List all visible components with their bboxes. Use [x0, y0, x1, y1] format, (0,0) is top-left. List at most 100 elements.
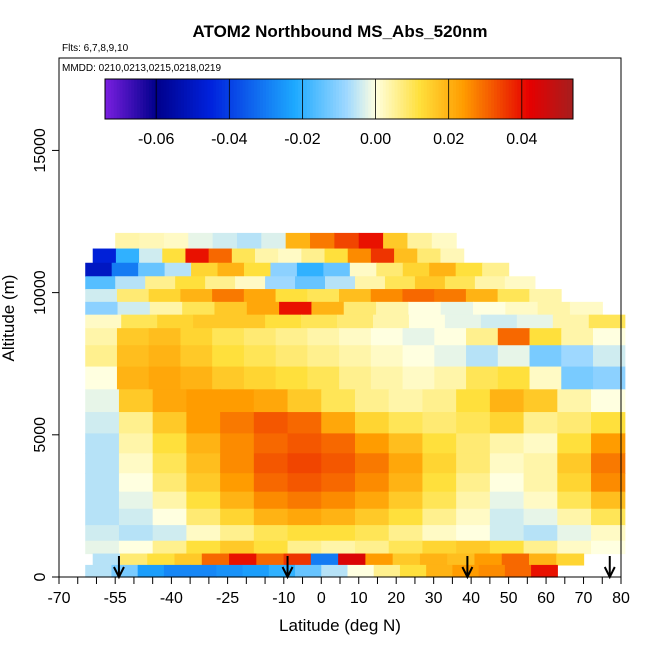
- heatmap-cell: [145, 276, 176, 290]
- heatmap-cell: [163, 564, 191, 578]
- heatmap-cell: [376, 262, 404, 277]
- heatmap-cell: [139, 232, 165, 250]
- heatmap-cell: [119, 553, 148, 566]
- colorbar-segment: [324, 79, 328, 119]
- colorbar-segment: [456, 79, 460, 119]
- x-tick-label: 10: [350, 590, 368, 607]
- heatmap-cell: [456, 540, 491, 555]
- heatmap-cell: [220, 473, 255, 493]
- colorbar-segment: [151, 79, 156, 119]
- heatmap-cell: [489, 453, 525, 474]
- heatmap-cell: [253, 508, 289, 526]
- colorbar-segment: [163, 79, 167, 119]
- heatmap-cell: [307, 366, 340, 390]
- y-tick-label: 0: [32, 572, 49, 581]
- heatmap-cell: [434, 289, 467, 303]
- heatmap-cell: [243, 328, 277, 346]
- colorbar-segment: [391, 79, 396, 119]
- colorbar-segment: [189, 79, 194, 119]
- heatmap-cell: [220, 453, 255, 474]
- heatmap-cell: [287, 525, 322, 542]
- colorbar-segment: [385, 79, 390, 119]
- colorbar-segment: [461, 79, 466, 119]
- heatmap-cell: [117, 301, 151, 316]
- heatmap-cell: [256, 553, 285, 566]
- heatmap-cell: [85, 540, 120, 555]
- colorbar-segment: [248, 79, 252, 119]
- heatmap-cell: [235, 276, 266, 290]
- heatmap-cell: [321, 473, 356, 493]
- colorbar-segment: [277, 79, 281, 119]
- heatmap-cell: [334, 232, 360, 250]
- heatmap-cell: [212, 328, 245, 346]
- heatmap-cell: [474, 553, 503, 566]
- heatmap-cell: [212, 366, 245, 390]
- heatmap-cell: [354, 473, 390, 493]
- colorbar-segment: [336, 79, 340, 119]
- colorbar-segment: [125, 79, 129, 119]
- colorbar-segment: [494, 79, 498, 119]
- colorbar-segment: [438, 79, 442, 119]
- heatmap-cell: [466, 328, 499, 346]
- heatmap-cell: [429, 262, 457, 277]
- x-tick-label: 40: [462, 590, 480, 607]
- heatmap-cell: [275, 366, 308, 390]
- colorbar-segment: [511, 79, 515, 119]
- heatmap-cell: [489, 473, 525, 493]
- heatmap-cell: [253, 433, 289, 454]
- heatmap-cell: [489, 389, 525, 413]
- heatmap-cell: [489, 491, 525, 510]
- colorbar-segment: [517, 79, 521, 119]
- heatmap-cell: [383, 232, 409, 250]
- heatmap-cell: [287, 540, 322, 555]
- colorbar-segment: [368, 79, 372, 119]
- heatmap-cell: [163, 232, 189, 250]
- x-tick-label: 60: [537, 590, 555, 607]
- heatmap-cell: [523, 433, 558, 454]
- heatmap-cell: [148, 328, 182, 346]
- heatmap-cell: [523, 453, 558, 474]
- heatmap-cell: [321, 453, 356, 474]
- flights-label: Flts: 6,7,8,9,10: [62, 43, 129, 54]
- heatmap-cell: [85, 491, 120, 510]
- heatmap-cell: [231, 248, 256, 264]
- heatmap-cell: [325, 276, 356, 290]
- colorbar-tick-label: -0.04: [211, 131, 248, 148]
- heatmap-cell: [497, 328, 531, 346]
- heatmap-cell: [497, 345, 531, 368]
- heatmap-cell: [422, 389, 457, 413]
- colorbar-segment: [379, 79, 384, 119]
- heatmap-cell: [220, 412, 255, 434]
- heatmap-cell: [504, 276, 536, 290]
- heatmap-cell: [243, 366, 277, 390]
- heatmap-cell: [85, 276, 116, 290]
- colorbar-segment: [143, 79, 147, 119]
- heatmap-cell: [310, 553, 339, 566]
- y-tick-label: 10000: [32, 270, 49, 315]
- heatmap-cell: [343, 301, 377, 316]
- colorbar-segment: [526, 79, 530, 119]
- heatmap-cell: [261, 232, 287, 250]
- heatmap-cell: [523, 491, 558, 510]
- heatmap-cell: [422, 453, 457, 474]
- heatmap-cell: [388, 389, 424, 413]
- colorbar-segment: [514, 79, 518, 119]
- heatmap-cell: [85, 525, 120, 542]
- heatmap-cell: [253, 412, 289, 434]
- colorbar-segment: [344, 79, 349, 119]
- heatmap-cell: [265, 276, 296, 290]
- heatmap-cell: [295, 276, 326, 290]
- heatmap-cell: [275, 328, 308, 346]
- heatmap-cell: [408, 314, 446, 329]
- heatmap-cell: [591, 473, 626, 493]
- heatmap-cell: [561, 345, 594, 368]
- heatmap-cell: [557, 540, 592, 555]
- heatmap-cell: [591, 525, 626, 542]
- colorbar-segment: [406, 79, 410, 119]
- heatmap-cell: [118, 508, 154, 526]
- colorbar-segment: [570, 79, 574, 119]
- heatmap-cell: [287, 412, 322, 434]
- colorbar-segment: [353, 79, 358, 119]
- heatmap-cell: [212, 345, 245, 368]
- heatmap-cell: [186, 433, 221, 454]
